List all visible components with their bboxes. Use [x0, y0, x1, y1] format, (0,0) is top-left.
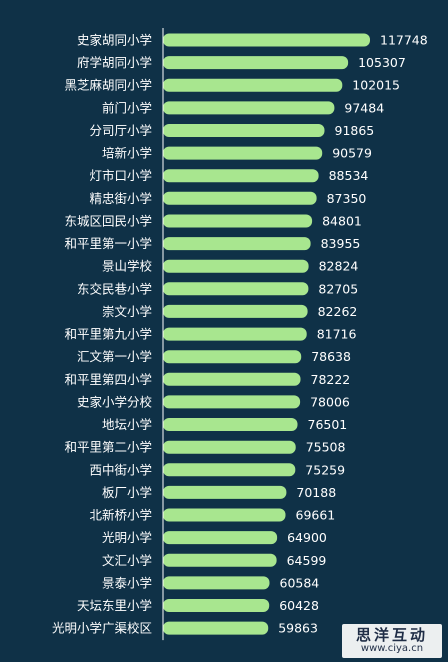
watermark-url: www.ciya.cn — [360, 643, 424, 654]
bar — [163, 33, 370, 47]
bar — [163, 78, 343, 92]
bar — [163, 463, 296, 477]
category-label: 分司厅小学 — [89, 123, 152, 138]
bar — [163, 237, 311, 251]
category-label: 景山学校 — [102, 259, 153, 274]
category-label: 板厂小学 — [102, 485, 152, 500]
category-label: 崇文小学 — [102, 304, 152, 319]
value-label: 81716 — [317, 327, 357, 342]
bar — [163, 56, 349, 70]
bar — [163, 531, 278, 545]
watermark-logo: 思洋互动 www.ciya.cn — [342, 624, 442, 658]
category-labels: 史家胡同小学府学胡同小学黑芝麻胡同小学前门小学分司厅小学培新小学灯市口小学精忠街… — [52, 33, 153, 636]
value-label: 76501 — [308, 417, 348, 432]
bar — [163, 327, 307, 341]
bar — [163, 485, 287, 499]
category-label: 和平里第一小学 — [64, 236, 152, 251]
category-label: 文汇小学 — [102, 553, 152, 568]
category-label: 天坛东里小学 — [77, 598, 152, 613]
value-label: 102015 — [352, 78, 400, 93]
category-label: 景泰小学 — [102, 575, 152, 590]
bar — [163, 599, 270, 612]
value-label: 64599 — [287, 553, 327, 568]
value-label: 91865 — [335, 123, 375, 138]
value-label: 60584 — [280, 575, 320, 590]
bar — [163, 621, 269, 635]
category-label: 黑芝麻胡同小学 — [64, 78, 152, 93]
value-label: 87350 — [327, 191, 367, 206]
category-label: 和平里第九小学 — [64, 327, 152, 342]
bar — [163, 372, 301, 386]
bar — [163, 553, 277, 567]
category-label: 史家小学分校 — [77, 394, 153, 409]
value-label: 97484 — [344, 100, 384, 115]
bar — [163, 259, 309, 273]
value-label: 117748 — [380, 33, 428, 48]
category-label: 光明小学 — [102, 530, 152, 545]
value-label: 78006 — [310, 394, 350, 409]
bars-group — [163, 33, 370, 635]
category-label: 光明小学广渠校区 — [52, 621, 152, 636]
category-label: 地坛小学 — [102, 417, 152, 432]
bar — [163, 214, 313, 228]
category-label: 精忠街小学 — [89, 191, 152, 206]
value-label: 60428 — [279, 598, 319, 613]
category-label: 培新小学 — [102, 146, 152, 161]
category-label: 史家胡同小学 — [77, 33, 152, 48]
value-label: 82824 — [319, 259, 359, 274]
value-label: 82262 — [318, 304, 358, 319]
bar — [163, 576, 270, 590]
value-label: 83955 — [321, 236, 361, 251]
value-label: 105307 — [358, 55, 406, 70]
bar — [163, 146, 323, 160]
bar — [163, 395, 301, 409]
value-label: 88534 — [329, 168, 369, 183]
category-label: 府学胡同小学 — [77, 55, 152, 70]
bar — [163, 101, 335, 115]
bar — [163, 350, 302, 364]
value-label: 90579 — [332, 146, 372, 161]
bar — [163, 124, 325, 137]
category-label: 灯市口小学 — [89, 168, 152, 183]
value-label: 78222 — [311, 372, 351, 387]
category-label: 北新桥小学 — [89, 508, 152, 523]
bar — [163, 508, 286, 522]
value-label: 75259 — [305, 462, 345, 477]
value-label: 75508 — [306, 440, 346, 455]
value-label: 64900 — [287, 530, 327, 545]
category-label: 东交民巷小学 — [77, 281, 152, 296]
bar — [163, 440, 296, 454]
bar — [163, 304, 308, 318]
watermark-title: 思洋互动 — [355, 626, 428, 644]
category-label: 汇文第一小学 — [77, 349, 152, 364]
value-label: 59863 — [278, 621, 318, 636]
category-label: 前门小学 — [102, 100, 152, 115]
category-label: 西中街小学 — [89, 462, 152, 477]
bar — [163, 418, 298, 431]
value-label: 82705 — [318, 281, 358, 296]
category-label: 和平里第四小学 — [64, 372, 152, 387]
category-label: 东城区回民小学 — [64, 214, 152, 229]
value-label: 84801 — [322, 214, 362, 229]
category-label: 和平里第二小学 — [64, 440, 152, 455]
bar — [163, 282, 309, 296]
value-label: 78638 — [311, 349, 351, 364]
bar — [163, 191, 317, 205]
value-labels: 117748 105307 102015 97484 91865 90579 88534 87… — [278, 33, 428, 636]
bar — [163, 169, 319, 183]
value-label: 69661 — [296, 508, 336, 523]
value-label: 70188 — [296, 485, 336, 500]
